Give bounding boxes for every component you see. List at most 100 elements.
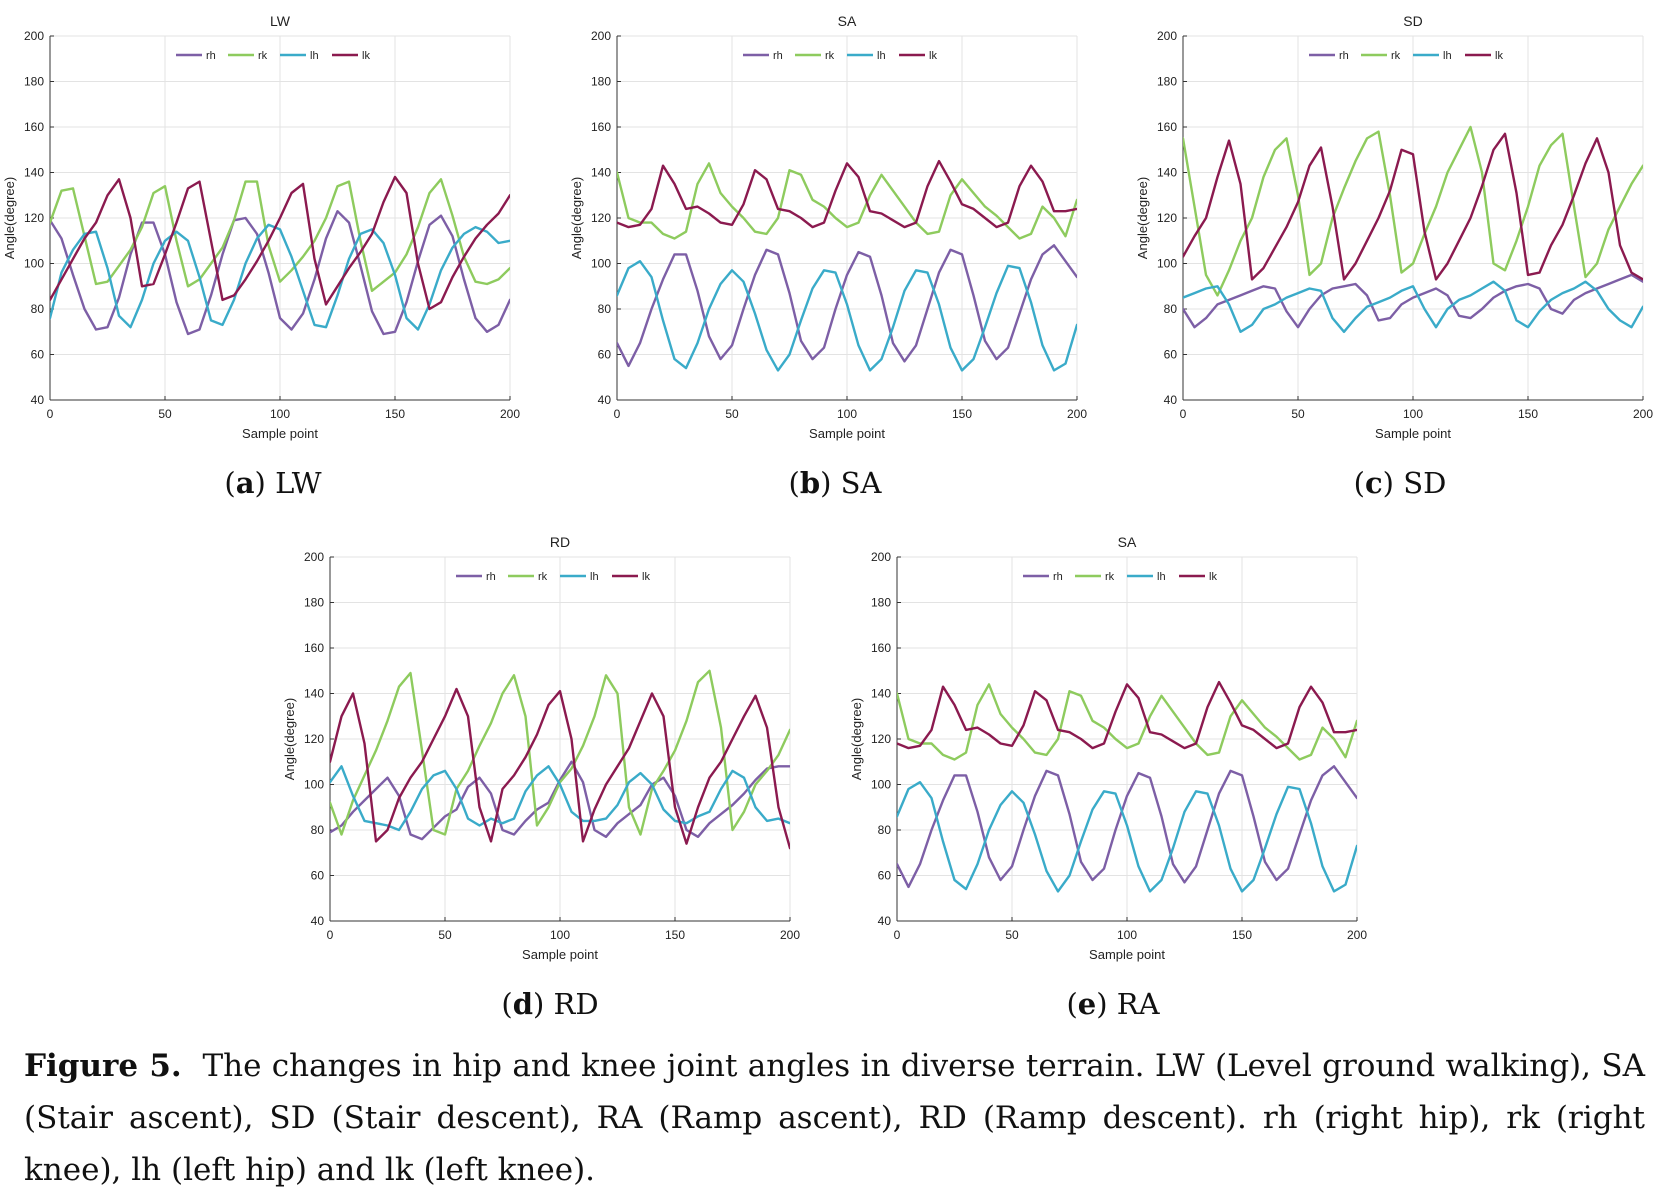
legend-label-rh: rh (773, 50, 783, 62)
chart-c: 0 50 100 150 200 40 60 80 100 120 140 160 180 200 SD Sa… (1135, 13, 1653, 441)
x-tick-label: 0 (327, 928, 334, 942)
legend-label-rh: rh (1339, 50, 1349, 62)
x-tick-label: 50 (725, 407, 739, 421)
series-line-lh (330, 765, 790, 832)
y-tick-label: 80 (311, 823, 325, 837)
legend-label-rk: rk (825, 50, 835, 62)
legend-label-lk: lk (642, 571, 650, 583)
series-line-rh (1183, 273, 1643, 329)
y-tick-label: 100 (1157, 257, 1177, 271)
y-tick-label: 180 (24, 75, 44, 89)
y-tick-label: 180 (304, 596, 324, 610)
y-tick-label: 120 (1157, 211, 1177, 225)
y-axis-label: Angle(degree) (569, 177, 584, 259)
y-tick-label: 140 (1157, 166, 1177, 180)
legend-label-lk: lk (362, 50, 370, 62)
y-tick-label: 80 (598, 302, 612, 316)
y-tick-label: 80 (878, 823, 892, 837)
y-tick-label: 200 (871, 550, 891, 564)
y-tick-label: 100 (871, 778, 891, 792)
y-tick-label: 60 (878, 869, 892, 883)
figure-caption: Figure 5. The changes in hip and knee jo… (24, 1040, 1645, 1196)
x-tick-label: 200 (1633, 407, 1653, 421)
legend-label-rk: rk (258, 50, 268, 62)
legend-label-rk: rk (1391, 50, 1401, 62)
series-line-lk (50, 175, 510, 311)
subcaption-b: (b) SA (788, 466, 882, 500)
series-line-rk (50, 178, 510, 292)
x-tick-label: 100 (270, 407, 290, 421)
y-tick-label: 180 (1157, 75, 1177, 89)
series-line-lk (1183, 132, 1643, 281)
y-tick-label: 60 (311, 869, 325, 883)
y-tick-label: 120 (591, 211, 611, 225)
chart-title: SA (838, 13, 857, 29)
x-tick-label: 200 (780, 928, 800, 942)
series-line-lk (330, 687, 790, 850)
legend-label-rh: rh (206, 50, 216, 62)
y-tick-label: 160 (871, 641, 891, 655)
x-tick-label: 0 (614, 407, 621, 421)
y-tick-label: 200 (591, 29, 611, 43)
y-tick-label: 60 (1164, 348, 1178, 362)
x-axis-label: Sample point (1089, 947, 1165, 962)
series-line-lk (617, 159, 1077, 229)
chart-title: RD (550, 534, 570, 550)
y-tick-label: 40 (1164, 393, 1178, 407)
chart-title: SD (1403, 13, 1422, 29)
y-axis-label: Angle(degree) (1135, 177, 1150, 259)
x-tick-label: 100 (550, 928, 570, 942)
y-tick-label: 40 (598, 393, 612, 407)
legend-label-rh: rh (486, 571, 496, 583)
x-tick-label: 150 (952, 407, 972, 421)
series-line-rh (330, 760, 790, 841)
y-tick-label: 140 (304, 687, 324, 701)
chart-title: LW (270, 13, 291, 29)
legend-label-lh: lh (1157, 571, 1166, 583)
subcaption-c: (c) SD (1353, 466, 1447, 500)
series-line-lh (617, 260, 1077, 372)
legend-label-lk: lk (1209, 571, 1217, 583)
x-axis-label: Sample point (522, 947, 598, 962)
subcaption-d: (d) RD (501, 987, 599, 1021)
series-line-lk (897, 680, 1357, 750)
chart-b: 0 50 100 150 200 40 60 80 100 120 140 160 180 200 SA Sa… (569, 13, 1087, 441)
y-tick-label: 160 (304, 641, 324, 655)
x-tick-label: 200 (1067, 407, 1087, 421)
legend-label-rh: rh (1053, 571, 1063, 583)
y-tick-label: 140 (591, 166, 611, 180)
chart-a: 0 50 100 150 200 40 60 80 100 120 140 160 180 200 LW Sa… (2, 13, 520, 441)
x-axis-label: Sample point (1375, 426, 1451, 441)
legend-label-rk: rk (538, 571, 548, 583)
y-tick-label: 100 (304, 778, 324, 792)
series-line-rh (897, 765, 1357, 889)
x-tick-label: 0 (1180, 407, 1187, 421)
chart-title: SA (1118, 534, 1137, 550)
legend-label-lk: lk (1495, 50, 1503, 62)
caption-label: Figure 5. (24, 1048, 182, 1084)
x-tick-label: 100 (1117, 928, 1137, 942)
x-axis-label: Sample point (809, 426, 885, 441)
y-tick-label: 180 (591, 75, 611, 89)
x-tick-label: 150 (665, 928, 685, 942)
series-line-rk (1183, 125, 1643, 297)
x-tick-label: 150 (1232, 928, 1252, 942)
y-axis-label: Angle(degree) (282, 698, 297, 780)
series-line-rk (617, 162, 1077, 240)
x-tick-label: 150 (1518, 407, 1538, 421)
y-axis-label: Angle(degree) (2, 177, 17, 259)
x-tick-label: 150 (385, 407, 405, 421)
y-tick-label: 160 (591, 120, 611, 134)
x-tick-label: 0 (47, 407, 54, 421)
y-tick-label: 100 (591, 257, 611, 271)
y-tick-label: 140 (24, 166, 44, 180)
legend-label-lh: lh (877, 50, 886, 62)
x-tick-label: 100 (837, 407, 857, 421)
y-tick-label: 200 (1157, 29, 1177, 43)
x-axis-label: Sample point (242, 426, 318, 441)
series-line-rh (50, 209, 510, 336)
y-tick-label: 160 (1157, 120, 1177, 134)
series-line-lh (1183, 280, 1643, 333)
y-tick-label: 120 (871, 732, 891, 746)
caption-text: The changes in hip and knee joint angles… (24, 1048, 1645, 1188)
